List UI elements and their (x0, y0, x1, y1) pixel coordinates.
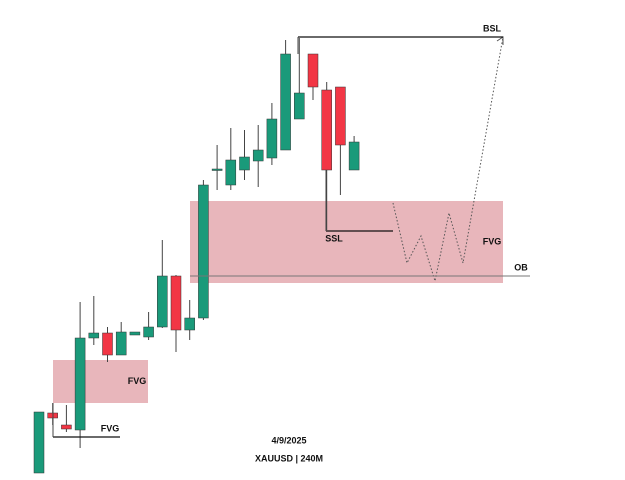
chart-date: 4/9/2025 (271, 435, 306, 445)
candle-body (211, 168, 223, 171)
fvg-zone (190, 201, 503, 283)
fvg-zone (53, 360, 148, 403)
candle-body (33, 411, 45, 474)
candle-body (88, 332, 100, 339)
candle-body (335, 86, 346, 146)
level-label: BSL (483, 23, 502, 33)
candle-body (143, 326, 154, 338)
candle-body (129, 331, 141, 336)
level-label: SSL (325, 233, 343, 243)
candle-body (61, 424, 72, 430)
candle-body (225, 159, 237, 186)
candle-body (115, 331, 127, 356)
candle-body (74, 337, 86, 431)
candle-body (102, 332, 113, 356)
candle-body (266, 118, 278, 159)
candle-body (252, 149, 264, 162)
candle-body (198, 184, 209, 319)
candle-body (170, 275, 182, 331)
zone-label: FVG (483, 236, 502, 246)
candle-body (239, 156, 250, 171)
level-label: OB (514, 262, 528, 272)
zone-label: FVG (128, 376, 147, 386)
candle-body (294, 92, 305, 120)
candle-body (280, 53, 291, 151)
candle-body (157, 275, 168, 328)
candle-body (184, 317, 195, 331)
chart-symbol: XAUUSD | 240M (255, 453, 323, 463)
level-label: FVG (101, 423, 120, 433)
candle-body (321, 89, 332, 171)
candle-body (348, 141, 360, 171)
candle-body (307, 53, 319, 88)
